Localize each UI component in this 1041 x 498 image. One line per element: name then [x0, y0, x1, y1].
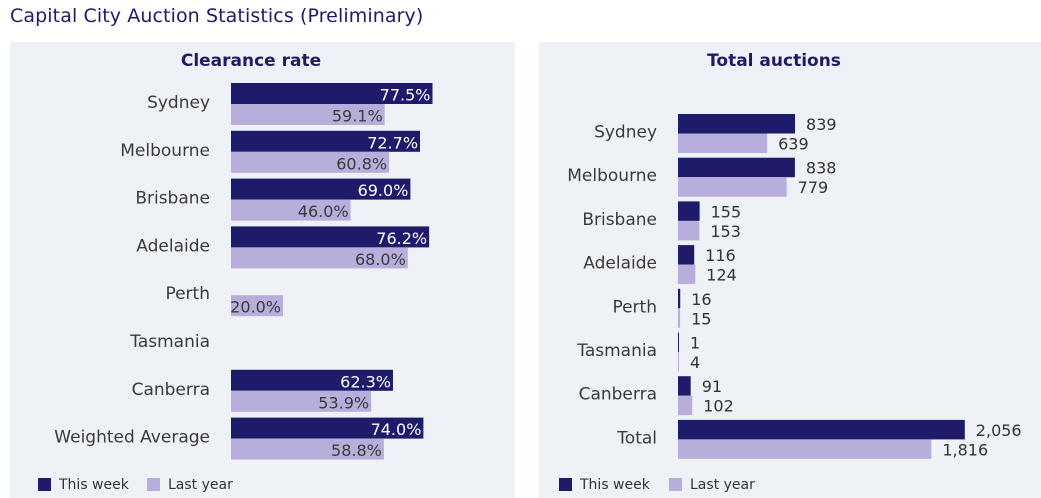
data-label-this-week-sydney: 77.5% — [380, 86, 431, 105]
category-label-adelaide: Adelaide — [583, 254, 657, 274]
chart-title: Total auctions — [707, 51, 841, 71]
category-label-melbourne: Melbourne — [567, 166, 657, 186]
category-label-perth: Perth — [612, 297, 657, 317]
bar-last-year-melbourne — [231, 151, 390, 173]
bar-this-week-sydney — [231, 83, 433, 104]
category-label-brisbane: Brisbane — [582, 210, 657, 230]
category-label-perth: Perth — [165, 284, 210, 304]
data-label-last-year-melbourne: 60.8% — [336, 154, 387, 173]
data-label-last-year-sydney: 59.1% — [332, 107, 383, 126]
category-label-total: Total — [616, 428, 657, 448]
clearance-rate-panel: Clearance rate Sydney 77.5% 59.1% Melbourne 7… — [10, 42, 515, 498]
chart-title: Clearance rate — [181, 51, 321, 71]
category-label-adelaide: Adelaide — [136, 236, 210, 256]
data-label-this-week-canberra: 91 — [702, 377, 722, 396]
data-label-last-year-adelaide: 124 — [706, 266, 737, 285]
bar-last-year-sydney — [678, 133, 768, 153]
data-label-last-year-total: 1,816 — [942, 440, 988, 459]
bar-last-year-tasmania — [678, 352, 679, 372]
bar-this-week-brisbane — [231, 178, 411, 200]
bar-this-week-tasmania — [678, 332, 679, 352]
data-label-last-year-sydney: 639 — [778, 135, 809, 154]
data-label-this-week-canberra: 62.3% — [340, 372, 391, 391]
legend-label-this-week: This week — [58, 477, 130, 493]
total-auctions-panel: Total auctions Sydney 839 639 Melbourne 838 77… — [539, 42, 1041, 498]
bar-this-week-perth — [678, 288, 681, 309]
bar-last-year-brisbane — [231, 199, 351, 221]
data-label-this-week-weighted-average: 74.0% — [371, 420, 422, 439]
bar-last-year-adelaide — [231, 247, 408, 269]
bar-last-year-weighted-average — [231, 438, 384, 460]
bar-last-year-canberra — [678, 395, 693, 416]
bar-this-week-melbourne — [678, 157, 795, 178]
data-label-last-year-brisbane: 153 — [710, 222, 741, 241]
bar-this-week-adelaide — [231, 226, 430, 248]
data-label-last-year-weighted-average: 58.8% — [331, 441, 382, 460]
data-label-this-week-adelaide: 116 — [705, 246, 736, 265]
bar-last-year-melbourne — [678, 177, 787, 197]
bar-this-week-sydney — [678, 114, 796, 134]
category-label-weighted-average: Weighted Average — [54, 428, 210, 448]
data-label-this-week-brisbane: 155 — [711, 202, 742, 221]
data-label-this-week-perth: 16 — [691, 290, 711, 309]
bar-this-week-melbourne — [231, 130, 421, 152]
data-label-this-week-total: 2,056 — [976, 421, 1022, 440]
bar-last-year-perth — [678, 308, 681, 328]
category-label-tasmania: Tasmania — [576, 341, 657, 361]
data-label-this-week-brisbane: 69.0% — [358, 181, 409, 200]
legend-label-this-week: This week — [579, 477, 651, 493]
bar-last-year-canberra — [231, 390, 372, 412]
legend-label-last-year: Last year — [690, 477, 755, 493]
data-label-last-year-canberra: 102 — [703, 397, 734, 416]
clearance-rate-chart: Clearance rate Sydney 77.5% 59.1% Melbourne 7… — [38, 51, 433, 493]
bar-this-week-brisbane — [678, 201, 700, 221]
bar-last-year-sydney — [231, 104, 385, 125]
bar-last-year-perth — [231, 295, 283, 317]
data-label-last-year-adelaide: 68.0% — [355, 250, 406, 269]
data-label-last-year-perth: 20.0% — [230, 298, 281, 317]
legend-label-last-year: Last year — [168, 477, 233, 493]
category-label-sydney: Sydney — [594, 123, 657, 143]
bar-this-week-canberra — [231, 369, 393, 391]
category-label-melbourne: Melbourne — [120, 141, 210, 161]
category-label-brisbane: Brisbane — [135, 189, 210, 209]
data-label-this-week-adelaide: 76.2% — [376, 229, 427, 248]
bar-this-week-weighted-average — [231, 417, 424, 439]
bar-last-year-total — [678, 439, 932, 459]
legend-swatch-last-year — [669, 478, 682, 491]
bar-last-year-adelaide — [678, 264, 696, 285]
data-label-this-week-tasmania: 1 — [690, 334, 700, 353]
bar-this-week-adelaide — [678, 245, 695, 265]
bar-this-week-canberra — [678, 376, 691, 396]
category-label-tasmania: Tasmania — [129, 332, 210, 352]
category-label-canberra: Canberra — [579, 385, 657, 405]
legend-swatch-last-year — [147, 478, 160, 491]
data-label-this-week-sydney: 839 — [806, 115, 837, 134]
page-title: Capital City Auction Statistics (Prelimi… — [10, 5, 424, 27]
data-label-last-year-melbourne: 779 — [798, 178, 829, 197]
bar-this-week-total — [678, 419, 965, 440]
data-label-this-week-melbourne: 72.7% — [367, 133, 418, 152]
bar-last-year-brisbane — [678, 220, 700, 241]
legend-swatch-this-week — [559, 478, 572, 491]
category-label-canberra: Canberra — [132, 380, 210, 400]
data-label-last-year-canberra: 53.9% — [318, 393, 369, 412]
category-label-sydney: Sydney — [147, 93, 210, 113]
data-label-last-year-perth: 15 — [691, 309, 711, 328]
data-label-this-week-melbourne: 838 — [806, 159, 837, 178]
data-label-last-year-brisbane: 46.0% — [298, 202, 349, 221]
data-label-last-year-tasmania: 4 — [690, 353, 700, 372]
legend-swatch-this-week — [38, 478, 51, 491]
